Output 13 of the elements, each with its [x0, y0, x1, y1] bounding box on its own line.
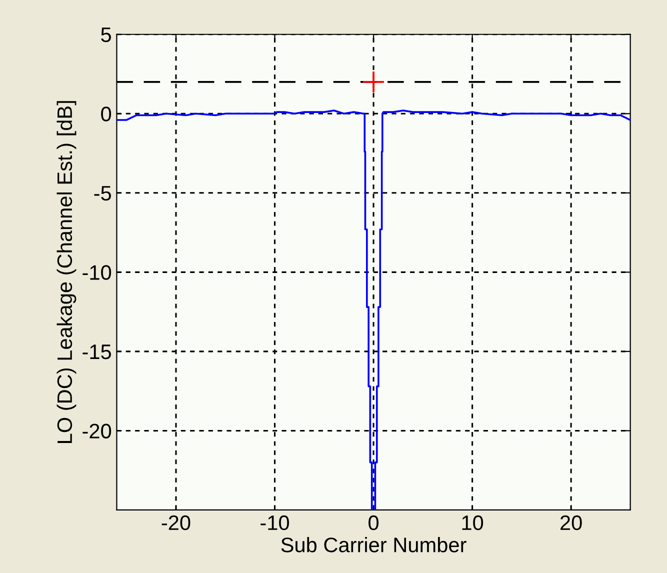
y-tick-label: -20 — [82, 424, 112, 438]
x-tick-label: -10 — [260, 515, 289, 530]
y-tick-label: 0 — [101, 106, 112, 122]
x-tick-label: 0 — [368, 515, 378, 530]
x-tick-label: 20 — [560, 515, 582, 530]
y-axis-title: LO (DC) Leakage (Channel Est.) [dB] — [56, 101, 76, 443]
y-tick-label: -5 — [94, 186, 111, 201]
x-tick-label: 10 — [462, 515, 484, 530]
y-tick-label: -10 — [82, 265, 112, 280]
x-tick-label: -20 — [162, 515, 190, 530]
x-axis-title: Sub Carrier Number — [281, 537, 466, 552]
y-tick-label: -15 — [82, 344, 111, 360]
y-tick-label: 5 — [101, 28, 111, 42]
